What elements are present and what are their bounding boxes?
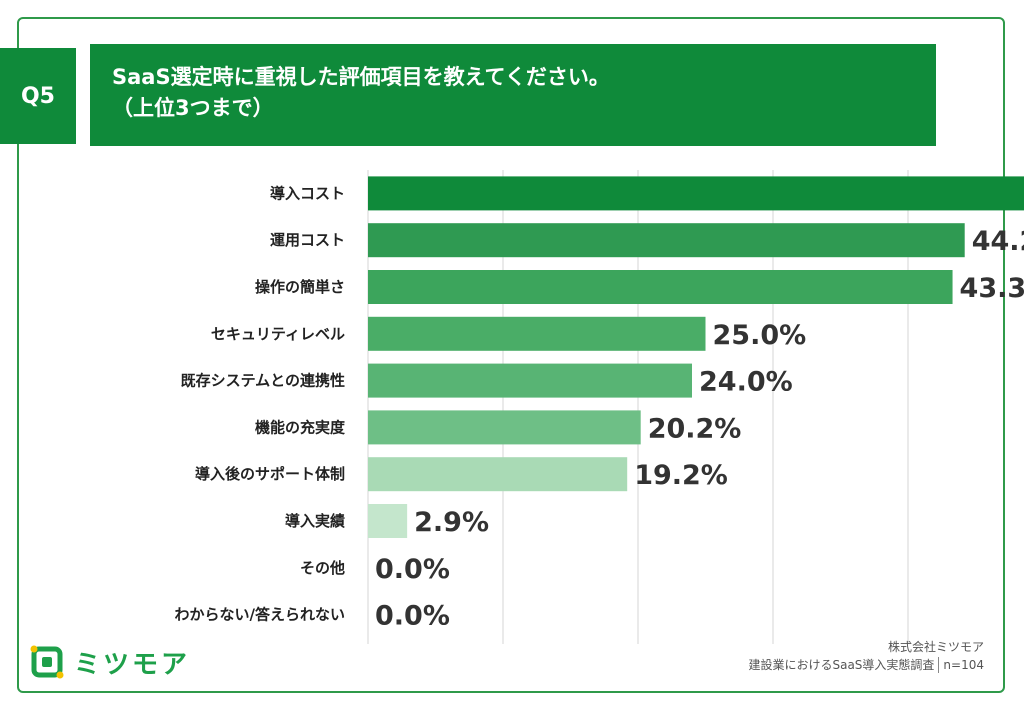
category-label: 機能の充実度 [255,418,346,436]
value-label: 24.0% [699,367,793,398]
value-label: 0.0% [375,554,450,585]
question-title-line1: SaaS選定時に重視した評価項目を教えてください。 [112,65,610,89]
value-label: 20.2% [648,413,742,444]
value-label: 25.0% [713,320,807,351]
bar [368,363,692,398]
category-label: 運用コスト [270,231,345,249]
bar [368,504,408,538]
company-name: 株式会社ミツモア [887,640,984,654]
category-label: 導入コスト [270,184,345,202]
bar [368,270,953,304]
sample-size: n=104 [943,658,984,672]
category-label: 操作の簡単さ [255,278,345,296]
bar [368,176,1024,211]
value-label: 19.2% [634,460,728,491]
source-note: 株式会社ミツモア 建設業におけるSaaS導入実態調査 n=104 [748,638,984,674]
category-label: 導入後のサポート体制 [195,465,345,483]
value-label: 0.0% [375,601,450,632]
category-label: セキュリティレベル [211,325,345,343]
value-label: 2.9% [414,507,489,538]
question-title-line2: （上位3つまで） [112,96,274,120]
category-label: 既存システムとの連携性 [181,372,345,390]
mitsumore-logo-icon [30,645,64,679]
question-badge: Q5 [0,48,76,144]
card-frame [17,17,1005,693]
logo-text: ミツモア [74,649,191,680]
bar [368,410,641,445]
separator [938,657,940,673]
bar [368,223,965,258]
bar [368,457,628,492]
question-title: SaaS選定時に重視した評価項目を教えてください。 （上位3つまで） [90,44,936,146]
bar [368,316,706,351]
survey-name: 建設業におけるSaaS導入実態調査 [748,658,935,672]
category-label: 導入実績 [285,512,345,530]
survey-info: 建設業におけるSaaS導入実態調査 n=104 [748,656,984,674]
category-label: その他 [300,559,345,577]
category-label: わからない/答えられない [175,606,345,624]
value-label: 43.3% [960,273,1024,304]
value-label: 44.2% [972,226,1024,257]
brand-logo: ミツモア [30,644,190,680]
